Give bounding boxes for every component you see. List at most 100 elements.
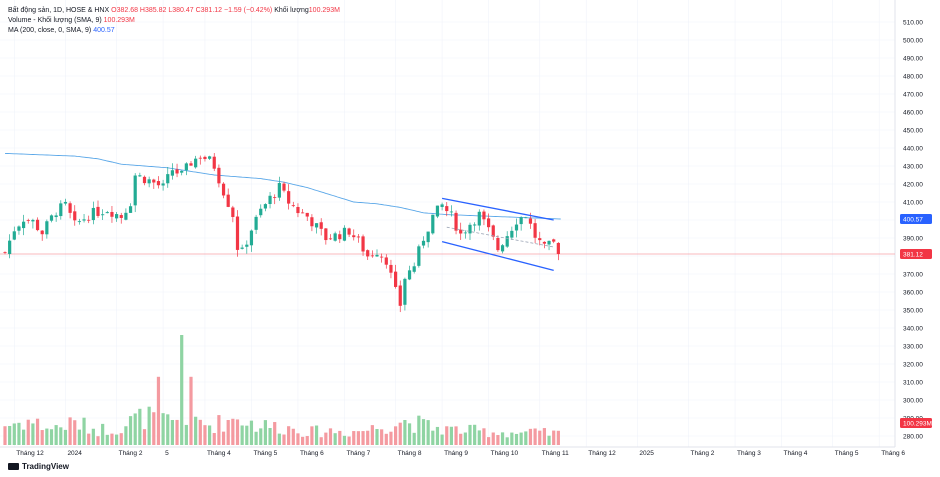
- time-tick-label: Tháng 12: [588, 450, 616, 457]
- time-tick-label: Tháng 4: [207, 450, 231, 457]
- time-tick-label: Tháng 5: [253, 450, 277, 457]
- volume-bar: [142, 429, 147, 445]
- price-tick-label: 300.00: [903, 397, 923, 404]
- volume-bar: [449, 426, 453, 445]
- candle-body: [496, 237, 500, 251]
- candle-body: [361, 236, 365, 252]
- candle-body: [500, 245, 505, 252]
- volume-bar: [491, 432, 495, 445]
- volume-bar: [68, 417, 72, 445]
- price-tick-label: 440.00: [903, 145, 923, 152]
- candle-body: [235, 216, 240, 250]
- candle-body: [473, 224, 477, 226]
- volume-bar: [514, 433, 519, 445]
- candle-body: [487, 218, 491, 228]
- candle-body: [556, 242, 560, 254]
- candle-body: [533, 223, 537, 238]
- price-tick-label: 470.00: [903, 91, 923, 98]
- trend-channel[interactable]: [441, 197, 554, 272]
- candle-body: [528, 218, 533, 224]
- candle-body: [40, 230, 44, 235]
- time-tick-label: 5: [165, 450, 169, 457]
- volume-bar: [175, 419, 179, 445]
- candle-body: [305, 212, 309, 217]
- volume-bar: [384, 433, 388, 445]
- volume-bar: [203, 425, 207, 445]
- time-tick-label: Tháng 12: [16, 450, 44, 457]
- candle-body: [59, 203, 63, 217]
- legend-volume-row[interactable]: Volume - Khối lượng (SMA, 9) 100.293M: [8, 16, 340, 26]
- volume-bar: [170, 419, 174, 445]
- volume-bar: [128, 416, 133, 445]
- legend-symbol-row[interactable]: Bất động sản, 1D, HOSE & HNX O382.68 H38…: [8, 6, 340, 16]
- candle-body: [194, 158, 198, 168]
- volume-bar: [552, 430, 556, 445]
- candle-body: [101, 214, 105, 216]
- volume-bar: [556, 430, 560, 445]
- volume-bar: [147, 406, 151, 445]
- volume-bar: [273, 422, 277, 445]
- last-price-badge: 381.12: [903, 251, 923, 258]
- candle-body: [552, 239, 556, 242]
- volume-bar: [482, 428, 486, 445]
- candle-body: [226, 194, 230, 207]
- volume-bar: [296, 433, 300, 445]
- channel-mid-line: [446, 226, 554, 248]
- volume-bar: [394, 426, 398, 445]
- candle-body: [170, 170, 174, 176]
- volume-bar: [505, 437, 509, 445]
- volume-bar: [519, 432, 523, 445]
- volume-bar: [254, 431, 258, 445]
- grid: [0, 0, 895, 447]
- time-tick-label: Tháng 8: [398, 450, 422, 457]
- volume-bar: [380, 429, 384, 445]
- volume-bar: [528, 428, 533, 445]
- tradingview-logo-text: TradingView: [22, 462, 69, 471]
- volume-bar: [310, 426, 314, 445]
- volume-bar: [412, 432, 416, 445]
- candle-body: [166, 174, 170, 184]
- time-tick-label: 2024: [67, 450, 82, 457]
- ma-indicator-value: 400.57: [93, 27, 115, 34]
- volume-bar: [524, 431, 528, 445]
- time-axis[interactable]: Tháng 12 2024 Tháng 2 5 Tháng 4 Tháng 5 Tháng …: [16, 450, 905, 457]
- candles: [3, 153, 560, 313]
- inline-volume-value: 100.293M: [308, 7, 340, 14]
- volume-bar: [63, 429, 68, 445]
- candle-body: [175, 169, 179, 174]
- volume-bar: [356, 431, 360, 445]
- candle-body: [263, 204, 267, 209]
- volume-bar: [22, 429, 26, 445]
- candle-body: [63, 201, 68, 204]
- candle-body: [198, 157, 202, 159]
- volume-bar: [45, 428, 49, 445]
- candle-body: [156, 181, 161, 186]
- volume-bar: [59, 427, 63, 445]
- candle-body: [221, 183, 226, 196]
- volume-bar: [77, 429, 81, 445]
- ma-indicator-label: MA (200, close, 0, SMA, 9): [8, 27, 92, 34]
- volume-bar: [538, 430, 542, 445]
- tradingview-logo[interactable]: TradingView: [8, 462, 69, 471]
- candle-body: [282, 183, 286, 191]
- volume-bar: [184, 424, 188, 445]
- candle-body: [287, 191, 291, 204]
- candle-body: [203, 156, 207, 160]
- candle-body: [435, 205, 440, 217]
- candle-body: [82, 219, 86, 221]
- volume-bar: [105, 434, 109, 445]
- volume-bar: [533, 428, 537, 445]
- volume-bar: [510, 432, 514, 445]
- volume-bar: [119, 433, 123, 445]
- price-tick-label: 370.00: [903, 271, 923, 278]
- volume-bar: [35, 418, 40, 445]
- candle-body: [273, 197, 277, 198]
- price-axis[interactable]: 510.00 500.00 490.00 480.00 470.00 460.00 450.…: [903, 19, 923, 440]
- legend-ma-row[interactable]: MA (200, close, 0, SMA, 9) 400.57: [8, 26, 340, 36]
- time-tick-label: 2025: [639, 450, 654, 457]
- price-tick-label: 360.00: [903, 289, 923, 296]
- price-tick-label: 490.00: [903, 55, 923, 62]
- price-tick-label: 410.00: [903, 199, 923, 206]
- volume-bar: [445, 426, 449, 445]
